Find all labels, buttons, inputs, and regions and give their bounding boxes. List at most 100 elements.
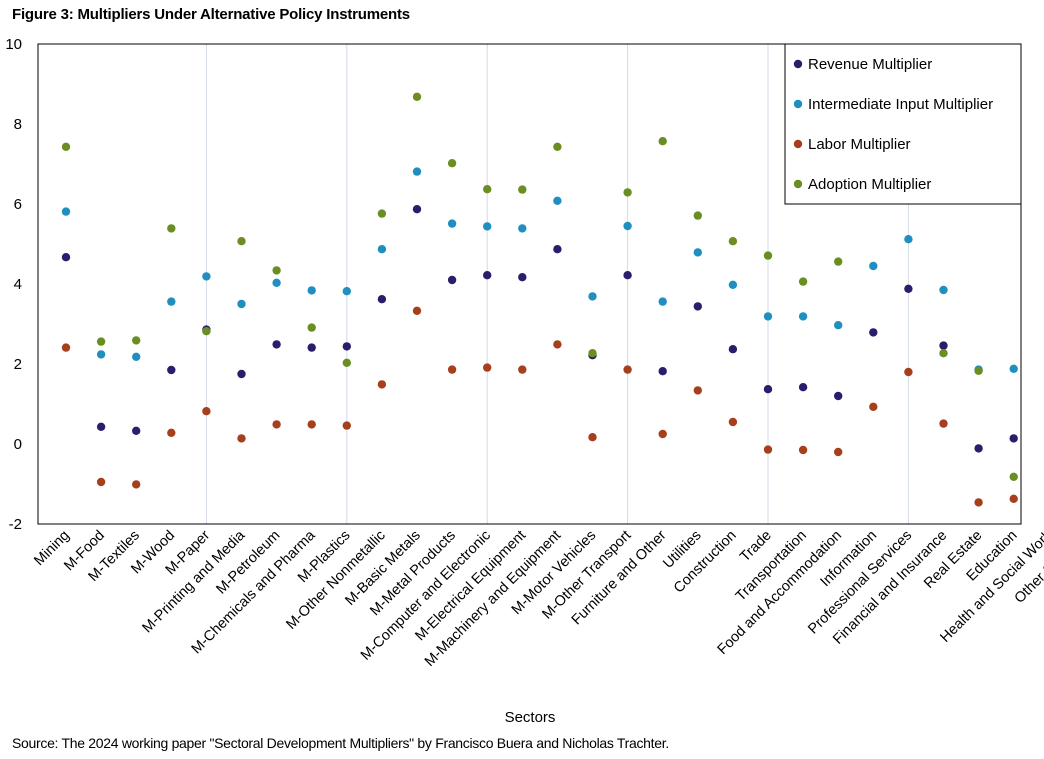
x-axis-ticks: MiningM-FoodM-TextilesM-WoodM-PaperM-Pri… (31, 527, 1044, 670)
point-adoption (61, 142, 71, 151)
point-revenue (237, 369, 246, 379)
y-tick-label: 8 (14, 116, 22, 133)
point-adoption (623, 188, 632, 197)
y-tick-label: -2 (9, 516, 22, 533)
point-revenue (377, 295, 387, 304)
point-intermediate (693, 248, 702, 257)
point-revenue (939, 341, 948, 350)
point-intermediate (798, 312, 808, 321)
point-adoption (377, 209, 387, 218)
point-adoption (412, 92, 422, 102)
point-labor (96, 477, 106, 487)
point-revenue (483, 271, 492, 280)
point-labor (377, 380, 387, 389)
point-adoption (342, 358, 351, 367)
point-revenue (1009, 434, 1018, 443)
point-labor (869, 402, 878, 411)
point-adoption (588, 349, 597, 358)
point-labor (342, 421, 351, 430)
point-intermediate (167, 297, 176, 306)
x-axis-title: Sectors (505, 709, 556, 726)
legend-label-revenue: Revenue Multiplier (808, 56, 932, 73)
point-labor (588, 433, 597, 442)
point-labor (202, 407, 211, 416)
point-revenue (132, 426, 141, 435)
point-intermediate (342, 287, 351, 296)
point-adoption (202, 327, 211, 336)
point-intermediate (904, 235, 913, 244)
y-tick-label: 2 (14, 356, 22, 373)
point-intermediate (834, 321, 843, 330)
legend-marker-labor (793, 139, 803, 149)
point-intermediate (588, 292, 597, 301)
point-labor (518, 365, 527, 374)
point-revenue (447, 275, 457, 285)
point-intermediate (202, 272, 211, 281)
y-tick-label: 10 (5, 36, 22, 53)
point-adoption (939, 349, 948, 358)
point-intermediate (553, 196, 562, 205)
point-revenue (553, 245, 562, 254)
point-revenue (307, 343, 316, 352)
point-intermediate (96, 350, 106, 359)
y-tick-label: 4 (14, 276, 22, 293)
point-intermediate (728, 280, 738, 289)
point-revenue (96, 422, 106, 431)
legend-marker-revenue (793, 59, 803, 69)
point-adoption (763, 251, 773, 260)
legend-label-adoption: Adoption Multiplier (808, 176, 931, 193)
point-revenue (974, 444, 983, 453)
point-revenue (412, 205, 422, 214)
point-labor (904, 367, 913, 377)
point-intermediate (658, 297, 667, 306)
point-revenue (728, 345, 738, 354)
point-adoption (728, 237, 738, 246)
legend-label-labor: Labor Multiplier (808, 136, 911, 153)
y-axis-ticks: -2 0 2 4 6 8 10 (5, 36, 22, 533)
point-adoption (693, 211, 702, 220)
point-intermediate (763, 312, 773, 321)
point-intermediate (307, 286, 316, 295)
point-adoption (974, 366, 983, 375)
point-adoption (658, 137, 667, 146)
point-labor (728, 417, 738, 427)
point-labor (763, 445, 773, 454)
point-intermediate (132, 352, 141, 361)
point-revenue (693, 302, 702, 311)
point-revenue (763, 385, 773, 394)
figure-title: Figure 3: Multipliers Under Alternative … (12, 6, 410, 23)
point-labor (1009, 494, 1018, 503)
point-revenue (798, 383, 808, 392)
point-labor (623, 365, 632, 374)
point-intermediate (483, 222, 492, 231)
point-adoption (483, 185, 492, 194)
point-labor (132, 480, 141, 489)
point-intermediate (377, 245, 387, 254)
point-intermediate (272, 278, 281, 287)
point-labor (412, 306, 422, 315)
legend: Revenue Multiplier Intermediate Input Mul… (784, 43, 1022, 205)
point-revenue (518, 273, 527, 282)
plot-frame (37, 43, 1022, 525)
series-intermediate (61, 167, 1018, 374)
source-note: Source: The 2024 working paper "Sectoral… (12, 735, 669, 751)
point-labor (693, 386, 702, 395)
point-revenue (658, 367, 667, 376)
point-adoption (132, 336, 141, 345)
point-adoption (834, 257, 843, 266)
point-intermediate (939, 285, 948, 295)
point-adoption (96, 337, 106, 346)
point-labor (272, 420, 281, 429)
point-revenue (61, 253, 71, 262)
legend-box (784, 43, 1022, 205)
y-tick-label: 6 (14, 196, 22, 213)
point-adoption (518, 185, 527, 194)
point-adoption (237, 237, 246, 246)
point-intermediate (61, 207, 71, 216)
point-labor (834, 447, 843, 457)
point-labor (307, 420, 316, 429)
point-revenue (869, 328, 878, 337)
legend-marker-intermediate (793, 99, 803, 109)
point-labor (798, 445, 808, 455)
